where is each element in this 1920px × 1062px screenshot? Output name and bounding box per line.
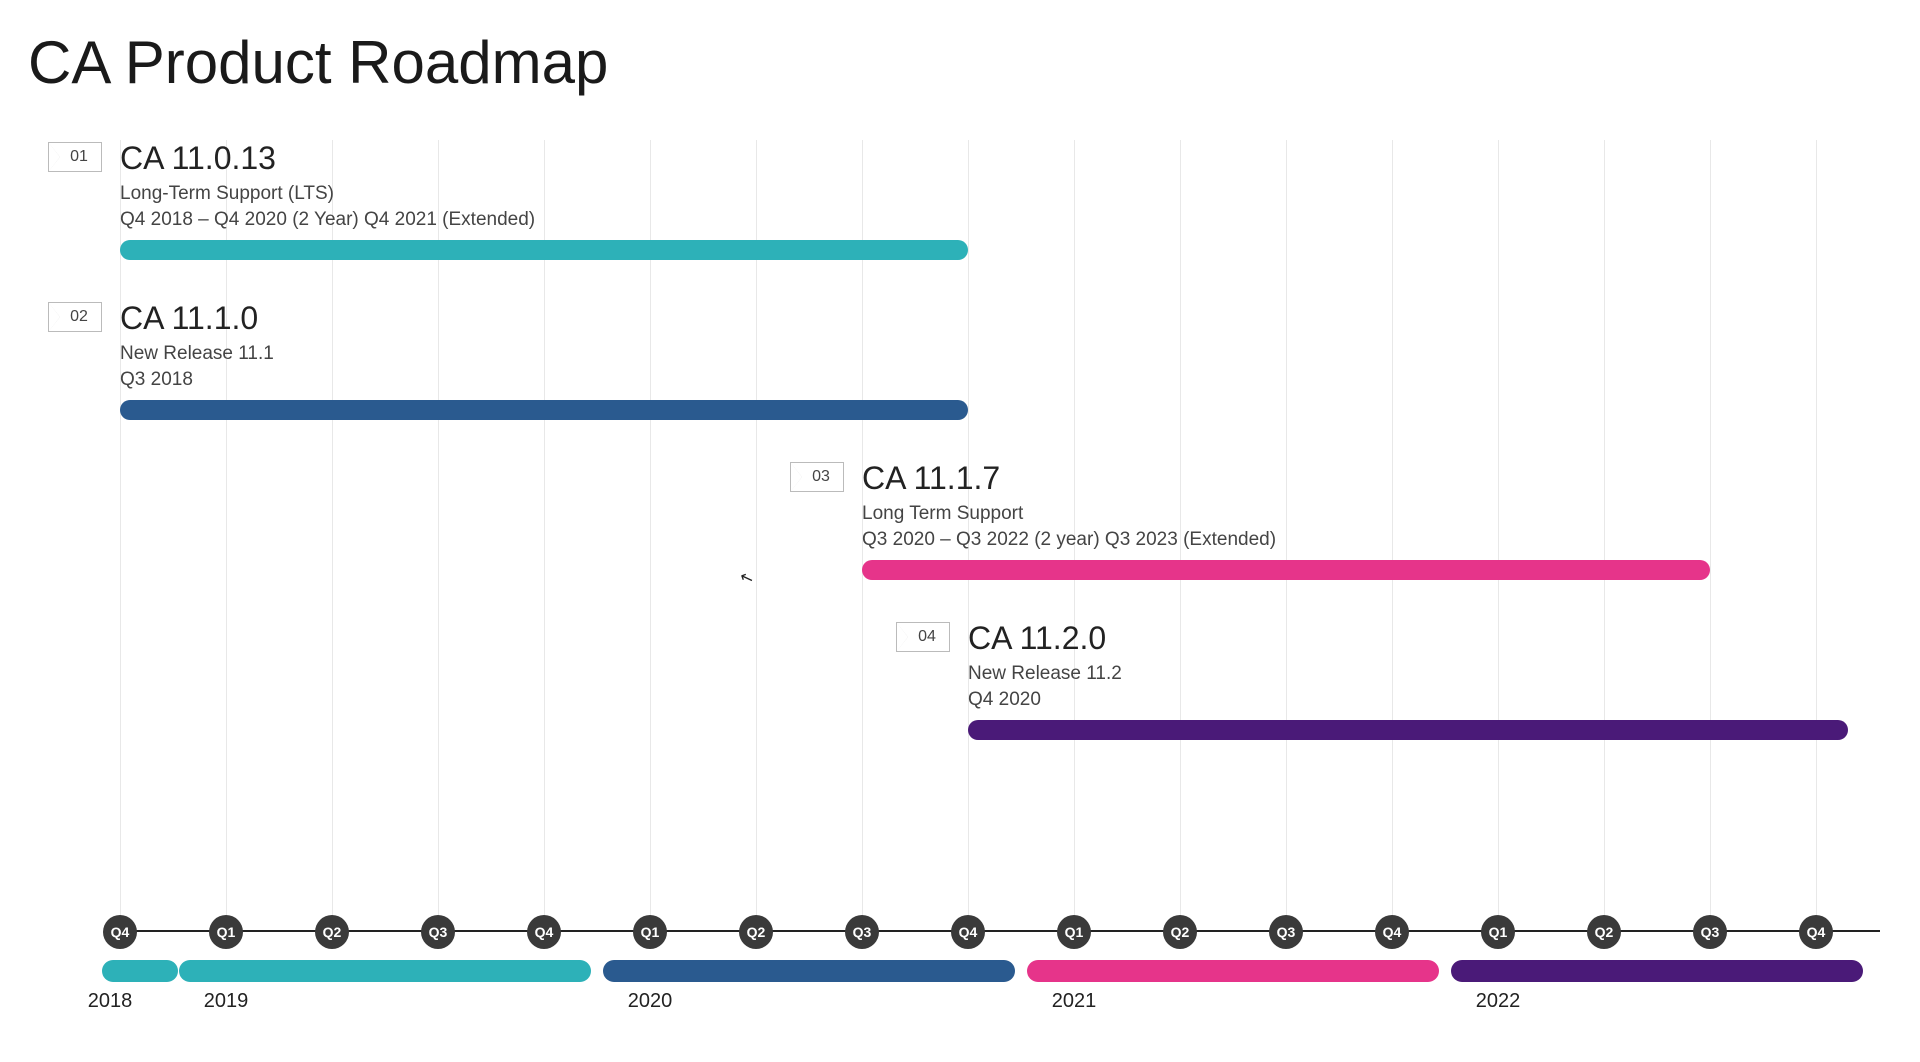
gridline xyxy=(1604,140,1605,920)
year-bar xyxy=(603,960,1015,982)
roadmap-item: 03CA 11.1.7Long Term SupportQ3 2020 – Q3… xyxy=(862,460,1276,561)
year-label: 2018 xyxy=(88,990,133,1013)
gridline xyxy=(1816,140,1817,920)
item-title: CA 11.2.0 xyxy=(968,620,1122,657)
quarter-node: Q2 xyxy=(1587,915,1621,949)
quarter-node: Q2 xyxy=(315,915,349,949)
quarter-node: Q3 xyxy=(421,915,455,949)
quarter-node: Q4 xyxy=(1375,915,1409,949)
item-title: CA 11.1.0 xyxy=(120,300,274,337)
quarter-node: Q1 xyxy=(633,915,667,949)
gridline xyxy=(1392,140,1393,920)
item-flag: 04 xyxy=(896,622,950,652)
item-title: CA 11.1.7 xyxy=(862,460,1276,497)
item-bar xyxy=(968,720,1848,740)
year-label: 2019 xyxy=(204,990,249,1013)
gridline xyxy=(120,140,121,920)
year-label: 2021 xyxy=(1052,990,1097,1013)
quarter-node: Q4 xyxy=(103,915,137,949)
item-flag: 01 xyxy=(48,142,102,172)
year-label: 2020 xyxy=(628,990,673,1013)
item-subtitle: New Release 11.1 xyxy=(120,343,274,365)
gridline xyxy=(1498,140,1499,920)
year-label: 2022 xyxy=(1476,990,1521,1013)
quarter-node: Q3 xyxy=(1269,915,1303,949)
gridline xyxy=(1710,140,1711,920)
roadmap-item: 04CA 11.2.0New Release 11.2Q4 2020 xyxy=(968,620,1122,721)
item-subtitle: New Release 11.2 xyxy=(968,663,1122,685)
roadmap-item: 01CA 11.0.13Long-Term Support (LTS)Q4 20… xyxy=(120,140,535,241)
gridline xyxy=(1286,140,1287,920)
item-bar xyxy=(862,560,1710,580)
year-bar xyxy=(102,960,178,982)
item-title: CA 11.0.13 xyxy=(120,140,535,177)
page-title: CA Product Roadmap xyxy=(28,28,608,97)
quarter-node: Q1 xyxy=(1481,915,1515,949)
quarter-node: Q2 xyxy=(739,915,773,949)
roadmap-item: 02CA 11.1.0New Release 11.1Q3 2018 xyxy=(120,300,274,401)
item-range: Q3 2020 – Q3 2022 (2 year) Q3 2023 (Exte… xyxy=(862,529,1276,551)
item-range: Q3 2018 xyxy=(120,369,274,391)
quarter-node: Q3 xyxy=(845,915,879,949)
item-range: Q4 2020 xyxy=(968,689,1122,711)
quarter-node: Q1 xyxy=(209,915,243,949)
item-bar xyxy=(120,240,968,260)
item-flag: 03 xyxy=(790,462,844,492)
item-range: Q4 2018 – Q4 2020 (2 Year) Q4 2021 (Exte… xyxy=(120,209,535,231)
item-flag: 02 xyxy=(48,302,102,332)
item-subtitle: Long-Term Support (LTS) xyxy=(120,183,535,205)
year-bar xyxy=(179,960,591,982)
quarter-node: Q2 xyxy=(1163,915,1197,949)
quarter-node: Q4 xyxy=(1799,915,1833,949)
quarter-node: Q1 xyxy=(1057,915,1091,949)
item-bar xyxy=(120,400,968,420)
year-bar xyxy=(1451,960,1863,982)
roadmap-chart: Q4Q1Q2Q3Q4Q1Q2Q3Q4Q1Q2Q3Q4Q1Q2Q3Q4 20182… xyxy=(120,140,1880,960)
year-bar xyxy=(1027,960,1439,982)
item-subtitle: Long Term Support xyxy=(862,503,1276,525)
quarter-node: Q3 xyxy=(1693,915,1727,949)
quarter-node: Q4 xyxy=(951,915,985,949)
quarter-node: Q4 xyxy=(527,915,561,949)
